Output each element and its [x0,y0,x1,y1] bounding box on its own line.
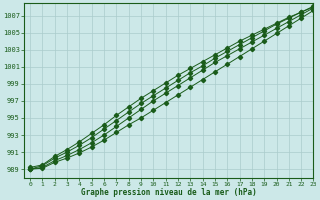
X-axis label: Graphe pression niveau de la mer (hPa): Graphe pression niveau de la mer (hPa) [81,188,257,197]
